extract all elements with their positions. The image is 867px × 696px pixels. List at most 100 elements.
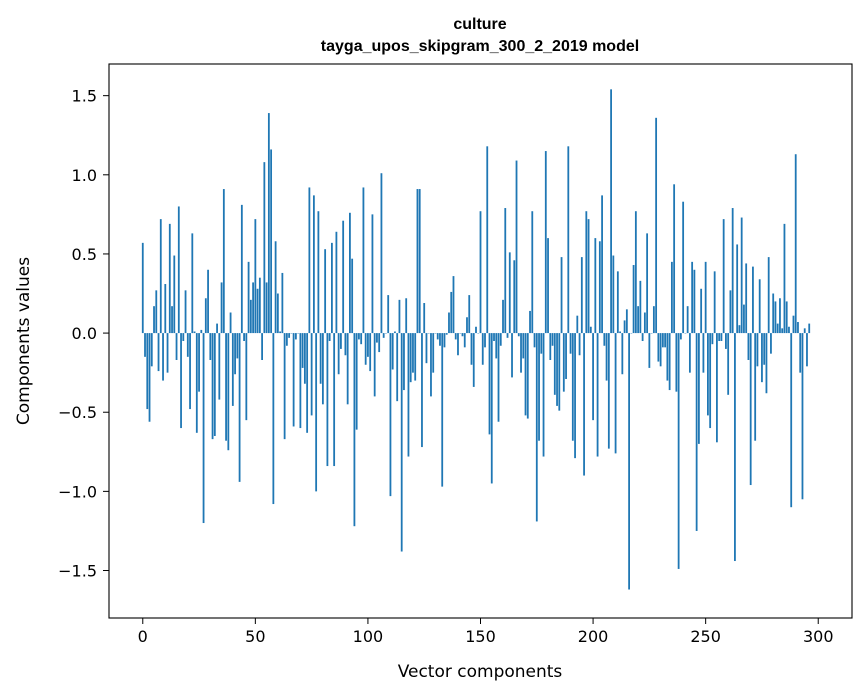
bar-280 bbox=[772, 293, 775, 334]
bar-168 bbox=[520, 333, 522, 373]
bar-165 bbox=[513, 260, 516, 334]
bar-265 bbox=[738, 325, 741, 334]
bar-252 bbox=[709, 333, 712, 429]
bar-248 bbox=[700, 288, 703, 334]
bar-39 bbox=[229, 312, 232, 334]
bar-70 bbox=[299, 333, 302, 429]
bar-154 bbox=[488, 333, 491, 435]
bar-211 bbox=[616, 271, 619, 334]
y-tick-label: 0.0 bbox=[72, 324, 97, 343]
bar-61 bbox=[279, 331, 282, 334]
bar-24 bbox=[195, 333, 198, 433]
chart-title: culture bbox=[453, 16, 506, 33]
bar-271 bbox=[752, 266, 754, 334]
bar-89 bbox=[342, 220, 345, 334]
bar-188 bbox=[565, 333, 567, 379]
bar-247 bbox=[698, 333, 700, 444]
bar-81 bbox=[324, 249, 327, 334]
bar-104 bbox=[376, 333, 378, 343]
bar-158 bbox=[497, 333, 500, 422]
bar-137 bbox=[450, 291, 453, 334]
bar-182 bbox=[551, 333, 554, 346]
bar-232 bbox=[664, 333, 667, 348]
bar-266 bbox=[740, 217, 743, 334]
bar-110 bbox=[389, 333, 392, 497]
bar-199 bbox=[589, 326, 592, 334]
bar-94 bbox=[353, 333, 356, 527]
bar-6 bbox=[155, 290, 158, 334]
bar-2 bbox=[146, 333, 149, 410]
bar-126 bbox=[425, 333, 428, 364]
bar-128 bbox=[430, 333, 432, 397]
bar-145 bbox=[468, 295, 471, 334]
y-tick-label: −1.0 bbox=[58, 482, 97, 501]
bar-213 bbox=[621, 333, 624, 375]
bar-67 bbox=[292, 333, 295, 427]
x-tick-label: 0 bbox=[138, 627, 148, 646]
bar-277 bbox=[765, 333, 768, 394]
bar-186 bbox=[560, 257, 563, 334]
bar-270 bbox=[749, 333, 752, 486]
bar-54 bbox=[263, 162, 266, 334]
bar-162 bbox=[506, 333, 509, 338]
bar-195 bbox=[580, 257, 583, 334]
bar-244 bbox=[691, 261, 694, 334]
bar-237 bbox=[675, 333, 678, 392]
bar-174 bbox=[533, 333, 536, 348]
bar-78 bbox=[317, 211, 320, 334]
bar-234 bbox=[668, 333, 671, 391]
bar-63 bbox=[283, 333, 286, 440]
bar-257 bbox=[720, 333, 723, 341]
bar-163 bbox=[508, 252, 511, 334]
bar-258 bbox=[722, 219, 725, 334]
x-axis-label: Vector components bbox=[398, 662, 563, 682]
bar-47 bbox=[247, 261, 250, 334]
bar-18 bbox=[182, 333, 185, 341]
bar-282 bbox=[776, 323, 779, 334]
bar-115 bbox=[400, 333, 403, 552]
y-tick-label: 0.5 bbox=[72, 245, 97, 264]
bar-80 bbox=[321, 333, 324, 405]
bar-113 bbox=[396, 333, 399, 402]
bar-101 bbox=[369, 333, 372, 372]
bar-202 bbox=[596, 333, 599, 457]
bar-233 bbox=[666, 333, 669, 381]
bar-53 bbox=[261, 333, 263, 360]
bar-260 bbox=[727, 333, 730, 395]
bar-249 bbox=[702, 333, 705, 373]
bar-171 bbox=[526, 333, 529, 419]
bar-42 bbox=[236, 333, 239, 359]
bar-296 bbox=[808, 323, 811, 334]
bar-46 bbox=[245, 333, 248, 421]
bar-219 bbox=[634, 211, 637, 334]
bar-28 bbox=[204, 298, 207, 334]
bar-96 bbox=[358, 333, 360, 340]
bar-250 bbox=[704, 261, 707, 334]
bar-197 bbox=[585, 211, 588, 334]
bar-178 bbox=[542, 333, 545, 457]
bar-176 bbox=[538, 333, 540, 441]
bar-83 bbox=[328, 333, 331, 341]
bar-51 bbox=[256, 288, 259, 334]
bars-group bbox=[141, 89, 811, 590]
bar-31 bbox=[211, 333, 214, 440]
bar-215 bbox=[625, 309, 628, 334]
bar-251 bbox=[707, 333, 709, 416]
bar-203 bbox=[598, 241, 601, 334]
bar-29 bbox=[207, 269, 209, 334]
y-tick-label: −0.5 bbox=[58, 403, 97, 422]
y-tick-label: −1.5 bbox=[58, 562, 97, 581]
x-tick-label: 100 bbox=[353, 627, 384, 646]
bar-152 bbox=[484, 333, 486, 348]
bar-129 bbox=[432, 333, 435, 373]
bar-64 bbox=[285, 333, 288, 346]
bar-19 bbox=[184, 290, 187, 334]
bar-72 bbox=[303, 333, 306, 384]
bar-153 bbox=[486, 146, 489, 334]
bar-34 bbox=[218, 333, 221, 400]
bar-173 bbox=[531, 211, 534, 334]
bar-79 bbox=[319, 333, 322, 384]
bar-91 bbox=[346, 333, 349, 405]
bar-20 bbox=[186, 333, 189, 357]
